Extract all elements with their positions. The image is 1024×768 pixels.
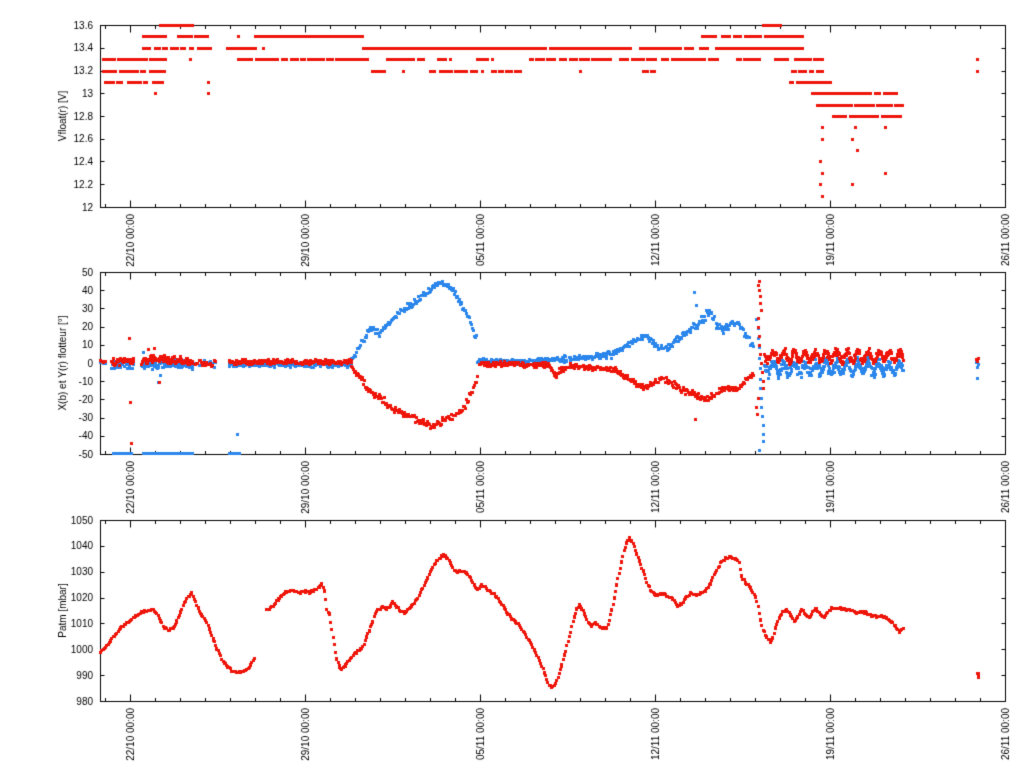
technique-chart-canvas bbox=[0, 0, 1024, 768]
gnuplot-figure: Technique bbox=[0, 0, 1024, 768]
